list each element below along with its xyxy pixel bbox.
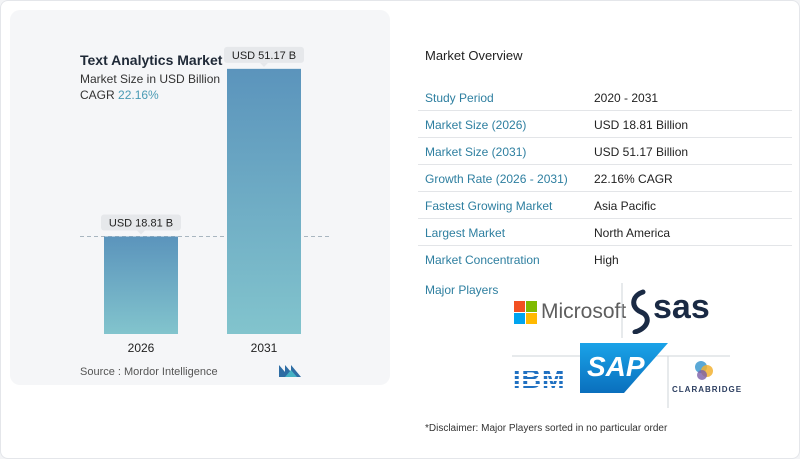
disclaimer-note: *Disclaimer: Major Players sorted in no … [425,423,668,434]
value-callout-pointer [260,62,268,67]
overview-row: Largest Market North America [418,219,792,246]
source-note: Source : Mordor Intelligence [80,366,218,378]
overview-row: Market Size (2031) USD 51.17 Billion [418,138,792,165]
overview-row: Study Period 2020 - 2031 [418,84,792,111]
x-tick-label: 2026 [128,341,155,355]
overview-row-label: Market Concentration [425,253,540,267]
chart-title: Text Analytics Market [80,52,223,68]
bar-2026 [104,236,178,334]
overview-row-value: 2020 - 2031 [594,91,659,105]
overview-title: Market Overview [425,48,523,63]
overview-row-value: Asia Pacific [594,199,657,213]
sas-swirl-icon [631,289,650,334]
ibm-logo: IBM [513,364,577,395]
overview-row-label: Market Size (2026) [425,118,527,132]
sap-badge-icon [580,343,668,393]
overview-row: Growth Rate (2026 - 2031) 22.16% CAGR [418,165,792,192]
overview-row-value: USD 51.17 Billion [594,145,689,159]
sap-wordmark: SAP [587,351,645,382]
microsoft-wordmark: Microsoft [541,300,627,323]
overview-row-label: Fastest Growing Market [425,199,553,213]
overview-row: Market Size (2026) USD 18.81 Billion [418,111,792,138]
clarabridge-wordmark: CLARABRIDGE [672,385,743,394]
mordor-logo-icon [279,365,301,377]
microsoft-squares-icon [514,301,537,324]
value-callout-box [224,46,304,63]
overview-row-label: Growth Rate (2026 - 2031) [425,172,568,186]
bar-value-label: USD 51.17 B [232,50,296,62]
overview-row-label: Largest Market [425,226,506,240]
bar-2031 [227,68,301,334]
sas-wordmark: sas [653,288,710,326]
bar-value-label: USD 18.81 B [109,218,173,230]
overview-table: Study Period 2020 - 2031 Market Size (2026… [418,84,792,273]
x-tick-label: 2031 [251,341,278,355]
overview-row: Market Concentration High [418,246,792,273]
ibm-stripes-icon [513,369,577,391]
overview-row-label: Study Period [425,91,494,105]
overview-row-value: 22.16% CAGR [594,172,673,186]
chart-card [10,10,390,385]
overview-row: Fastest Growing Market Asia Pacific [418,192,792,219]
overview-row-label: Market Size (2031) [425,145,527,159]
value-callout-pointer [137,230,145,235]
bar-chart: USD 18.81 B 2026 USD 51.17 B 2031 [80,46,330,355]
overview-row-value: USD 18.81 Billion [594,118,689,132]
major-players-label: Major Players [425,283,499,297]
cagr-label: CAGR [80,88,115,102]
overview-row-value: High [594,253,619,267]
chart-subtitle: Market Size in USD Billion [80,72,221,86]
overview-row-value: North America [594,226,671,240]
clarabridge-mark-icon [695,361,713,380]
cagr-line: CAGR 22.16% [80,88,159,102]
value-callout-box [101,214,181,231]
cagr-value: 22.16% [118,88,159,102]
